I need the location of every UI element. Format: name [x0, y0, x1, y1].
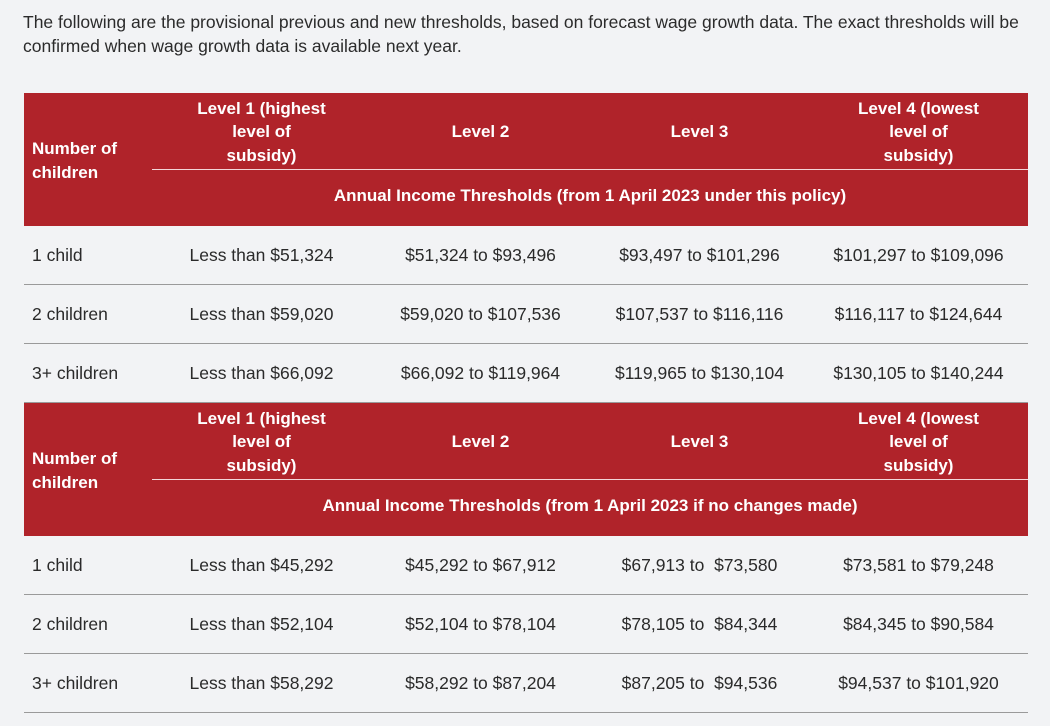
- table-row: 3+ children Less than $66,092 $66,092 to $…: [24, 344, 1028, 403]
- row-label: 1 child: [32, 245, 83, 265]
- threshold-cell: $51,324 to $93,496: [405, 245, 556, 265]
- header-divider: [152, 479, 1028, 480]
- threshold-cell: $93,497 to $101,296: [619, 245, 780, 265]
- threshold-cell: $116,117 to $124,644: [834, 304, 1003, 324]
- threshold-table: Number of children Level 1 (highest level…: [24, 403, 1028, 713]
- intro-paragraph: The following are the provisional previo…: [23, 12, 1019, 56]
- table-row: 1 child Less than $45,292 $45,292 to $67,9…: [24, 536, 1028, 595]
- table-row: 2 children Less than $52,104 $52,104 to $7…: [24, 595, 1028, 654]
- threshold-cell: $59,020 to $107,536: [400, 304, 561, 324]
- threshold-cell: Less than $51,324: [189, 245, 334, 265]
- row-label: 2 children: [32, 614, 108, 634]
- level-1-header: Level 1 (highest level of subsidy): [197, 408, 326, 475]
- table-row: 2 children Less than $59,020 $59,020 to $1…: [24, 285, 1028, 344]
- row-header-label: Number of children: [32, 139, 117, 182]
- row-label: 3+ children: [32, 363, 119, 383]
- level-3-header: Level 3: [670, 122, 729, 142]
- threshold-table: Number of children Level 1 (highest level…: [24, 93, 1028, 403]
- level-4-header: Level 4 (lowest level of subsidy): [858, 98, 979, 165]
- table-row: 3+ children Less than $58,292 $58,292 to $…: [24, 654, 1028, 713]
- threshold-cell: $73,581 to $79,248: [843, 555, 994, 575]
- threshold-cell: $87,205 to $94,536: [621, 673, 778, 693]
- threshold-cell: $84,345 to $90,584: [843, 614, 994, 634]
- table-header: Number of children Level 1 (highest level…: [24, 93, 1028, 226]
- threshold-cell: Less than $58,292: [189, 673, 334, 693]
- table-row: 1 child Less than $51,324 $51,324 to $93,4…: [24, 226, 1028, 285]
- subheader: Annual Income Thresholds (from 1 April 2…: [322, 496, 858, 515]
- header-divider: [152, 169, 1028, 170]
- threshold-cell: $45,292 to $67,912: [405, 555, 556, 575]
- threshold-cell: $101,297 to $109,096: [833, 245, 1004, 265]
- row-label: 2 children: [32, 304, 108, 324]
- level-3-header: Level 3: [670, 432, 729, 452]
- threshold-cell: $107,537 to $116,116: [615, 304, 784, 324]
- threshold-cell: Less than $52,104: [189, 614, 334, 634]
- threshold-cell: $94,537 to $101,920: [838, 673, 999, 693]
- level-2-header: Level 2: [451, 122, 510, 142]
- table-header: Number of children Level 1 (highest level…: [24, 403, 1028, 536]
- threshold-cell: $130,105 to $140,244: [833, 363, 1004, 383]
- threshold-cell: Less than $66,092: [189, 363, 334, 383]
- level-1-header: Level 1 (highest level of subsidy): [197, 98, 326, 165]
- threshold-cell: $58,292 to $87,204: [405, 673, 556, 693]
- level-4-header: Level 4 (lowest level of subsidy): [858, 408, 979, 475]
- level-2-header: Level 2: [451, 432, 510, 452]
- row-label: 1 child: [32, 555, 83, 575]
- threshold-cell: $52,104 to $78,104: [405, 614, 556, 634]
- threshold-cell: $67,913 to $73,580: [621, 555, 778, 575]
- subheader: Annual Income Thresholds (from 1 April 2…: [333, 186, 847, 205]
- threshold-cell: Less than $45,292: [189, 555, 334, 575]
- row-header-label: Number of children: [32, 449, 117, 492]
- threshold-cell: $66,092 to $119,964: [400, 363, 561, 383]
- row-label: 3+ children: [32, 673, 119, 693]
- threshold-cell: Less than $59,020: [189, 304, 334, 324]
- threshold-cell: $78,105 to $84,344: [621, 614, 778, 634]
- threshold-cell: $119,965 to $130,104: [614, 363, 784, 383]
